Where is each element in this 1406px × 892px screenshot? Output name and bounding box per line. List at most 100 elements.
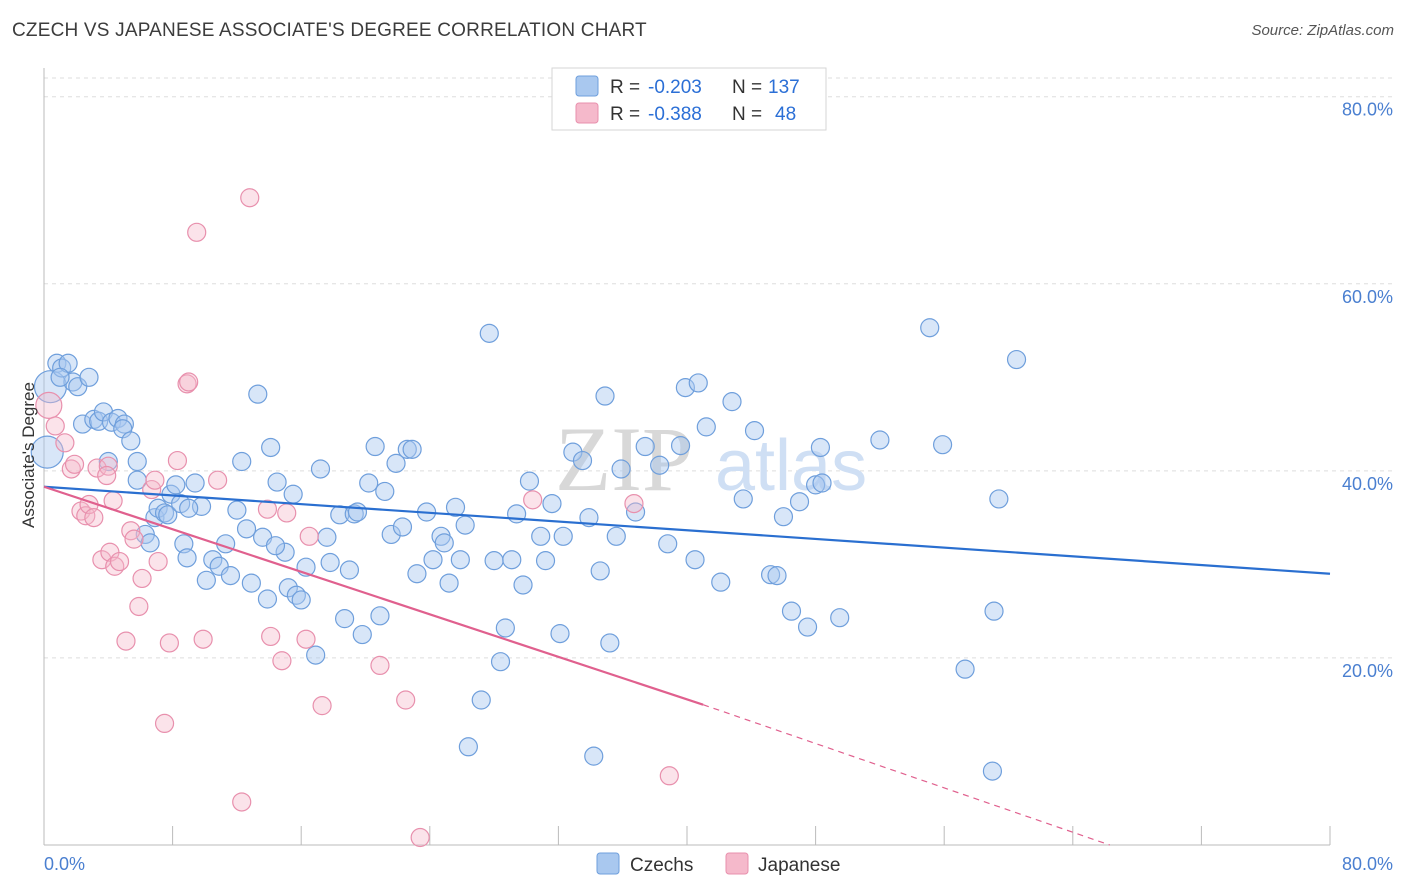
czech-point xyxy=(805,475,826,495)
source-label: Source: ZipAtlas.com xyxy=(1251,22,1394,39)
czech-point xyxy=(291,590,311,610)
czech-point xyxy=(50,367,70,387)
czech-point xyxy=(317,527,337,547)
czech-point xyxy=(458,737,478,757)
czech-point xyxy=(471,690,491,710)
japanese-point xyxy=(97,465,117,486)
czech-point xyxy=(397,439,417,459)
japanese-point xyxy=(232,792,252,812)
czech-point xyxy=(650,455,670,475)
watermark-atlas: atlas xyxy=(715,426,867,506)
x-tick-label-0: 0.0% xyxy=(44,854,85,874)
czech-point xyxy=(179,498,199,518)
czech-point xyxy=(830,608,850,628)
x-tick-label-1: 80.0% xyxy=(1342,854,1393,874)
czech-point xyxy=(606,526,626,546)
czech-point xyxy=(579,508,599,528)
czech-point xyxy=(339,560,360,580)
axes xyxy=(43,68,1331,846)
japanese-point xyxy=(76,506,96,526)
japanese-points xyxy=(35,188,679,848)
czech-point xyxy=(248,384,268,404)
japanese-point xyxy=(272,651,292,671)
japanese-point xyxy=(296,629,316,649)
trend-lines xyxy=(43,485,1331,846)
grid-lines xyxy=(44,77,1392,659)
japanese-point xyxy=(624,493,644,514)
legend-n-label-japanese: N = xyxy=(732,104,762,125)
japanese-point xyxy=(277,503,297,523)
czech-point xyxy=(685,550,705,570)
czech-point xyxy=(984,601,1004,621)
czech-point xyxy=(760,565,781,585)
czech-point xyxy=(502,550,522,570)
czech-point xyxy=(479,323,499,343)
japanese-point xyxy=(129,596,149,617)
japanese-point xyxy=(523,490,543,510)
y-tick-label-1: 40.0% xyxy=(1342,474,1393,494)
japanese-point xyxy=(257,499,278,519)
czech-point xyxy=(381,524,401,545)
japanese-point xyxy=(124,529,144,549)
czech-point xyxy=(439,573,459,593)
czech-point xyxy=(733,489,753,509)
tick-labels: 20.0% 40.0% 60.0% 80.0% 0.0% 80.0% xyxy=(44,100,1393,874)
czech-point xyxy=(72,414,93,434)
czech-point xyxy=(275,542,295,562)
czech-point xyxy=(484,551,504,571)
czech-point xyxy=(542,493,562,514)
legend-r-label-japanese: R = xyxy=(610,104,640,125)
japanese-point xyxy=(154,713,175,734)
czech-point xyxy=(140,533,160,553)
czech-point xyxy=(744,421,765,441)
japanese-point xyxy=(35,391,63,419)
legend-r-value-czechs: -0.203 xyxy=(648,77,702,98)
japanese-trend-extension xyxy=(702,704,1110,846)
czech-point xyxy=(241,573,261,593)
czech-point xyxy=(490,652,511,672)
japanese-point xyxy=(148,551,168,572)
japanese-point xyxy=(109,551,130,572)
czech-point xyxy=(79,367,99,387)
czech-point xyxy=(553,526,573,546)
czech-point xyxy=(320,552,340,573)
czech-point xyxy=(812,473,832,493)
czech-point xyxy=(98,451,118,472)
czech-point xyxy=(344,504,364,524)
czech-point xyxy=(352,624,372,645)
czech-point xyxy=(989,489,1009,509)
legend-swatch-japanese xyxy=(575,102,599,124)
czech-point xyxy=(335,609,355,629)
czech-point xyxy=(550,624,570,644)
czech-point xyxy=(670,435,691,456)
watermark: ZIP atlas xyxy=(555,408,867,510)
czech-point xyxy=(386,453,406,473)
chart-title: CZECH VS JAPANESE ASSOCIATE'S DEGREE COR… xyxy=(12,20,647,41)
czech-point xyxy=(955,659,975,679)
czech-point xyxy=(658,534,678,554)
y-tick-label-3: 80.0% xyxy=(1342,100,1393,120)
czech-point xyxy=(767,566,787,586)
czech-point xyxy=(185,473,205,493)
czech-point xyxy=(711,572,731,592)
japanese-point xyxy=(132,568,152,589)
czech-point xyxy=(455,515,475,535)
y-axis-label: Associate's Degree xyxy=(19,382,38,528)
czech-point xyxy=(535,551,556,571)
czech-point xyxy=(375,481,395,502)
czech-point xyxy=(232,451,252,472)
japanese-point xyxy=(145,470,165,490)
czech-point xyxy=(236,519,257,539)
czech-point xyxy=(283,484,303,504)
czech-point xyxy=(635,436,655,457)
legend-n-label-czechs: N = xyxy=(732,77,762,98)
czech-point xyxy=(789,492,810,512)
czech-point xyxy=(920,318,940,338)
japanese-point xyxy=(167,450,188,471)
czech-point xyxy=(584,746,604,766)
czech-point xyxy=(688,373,708,393)
czech-point xyxy=(1006,349,1027,370)
czech-point xyxy=(68,377,88,397)
y-tick-label-2: 60.0% xyxy=(1342,287,1393,307)
